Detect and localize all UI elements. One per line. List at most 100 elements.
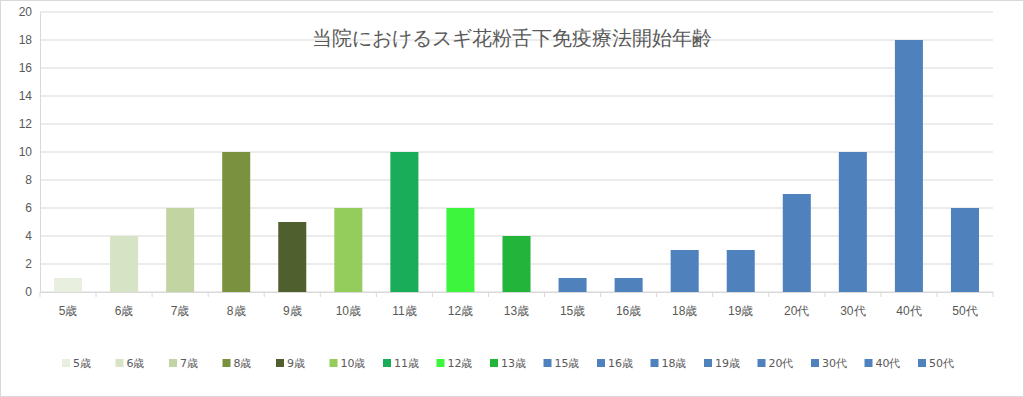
x-tick: 16歳 (616, 292, 641, 318)
x-tick-label: 50代 (952, 304, 977, 318)
legend-item: 9歳 (276, 357, 305, 370)
x-tick: 50代 (952, 292, 977, 318)
legend-label: 50代 (929, 357, 954, 370)
x-tick: 5歳 (59, 292, 78, 318)
x-separator (544, 292, 545, 297)
chart-title: 当院におけるスギ花粉舌下免疫療法開始年齢 (312, 26, 712, 50)
legend-item: 18歳 (651, 357, 687, 370)
bar (783, 194, 811, 292)
legend-swatch (544, 359, 552, 367)
x-separator (600, 292, 601, 297)
bar (671, 250, 699, 292)
x-axis: 5歳6歳7歳8歳9歳10歳11歳12歳13歳15歳16歳18歳19歳20代30代… (40, 292, 994, 318)
legend-label: 8歳 (234, 357, 252, 370)
y-tick-label: 10 (19, 145, 33, 159)
legend-label: 19歳 (715, 357, 740, 370)
x-tick: 7歳 (171, 292, 190, 318)
chart-frame (1, 1, 1024, 397)
x-separator (712, 292, 713, 297)
x-separator (152, 292, 153, 297)
x-separator (824, 292, 825, 297)
legend-label: 18歳 (662, 357, 687, 370)
x-tick-label: 18歳 (672, 304, 697, 318)
bar (334, 208, 362, 292)
y-axis-line (40, 13, 41, 293)
x-tick-label: 12歳 (448, 304, 473, 318)
x-axis-line (41, 292, 994, 293)
legend-item: 19歳 (704, 357, 740, 370)
legend-swatch (758, 359, 766, 367)
x-tick-label: 11歳 (392, 304, 416, 318)
x-tick: 8歳 (227, 292, 246, 318)
legend-item: 16歳 (597, 357, 633, 370)
legend-swatch (437, 359, 445, 367)
legend-swatch (116, 359, 124, 367)
plot: 0 2 4 6 8 10 12 14 16 18 20 5歳 6歳 7歳 8歳 9歳 10歳 11歳 12歳 13歳 1… (19, 5, 994, 317)
bar (615, 278, 643, 292)
y-tick: 4 (25, 229, 40, 243)
legend-label: 11歳 (394, 357, 419, 370)
x-tick: 30代 (840, 292, 865, 318)
legend-label: 40代 (876, 357, 901, 370)
legend: 5歳6歳7歳8歳9歳10歳11歳12歳13歳15歳16歳18歳19歳20代30代… (62, 357, 954, 370)
y-tick-label: 8 (25, 173, 32, 187)
grid-line (40, 96, 993, 97)
x-separator (96, 292, 97, 297)
x-tick: 40代 (896, 292, 921, 318)
x-tick-label: 9歳 (283, 304, 302, 318)
legend-label: 13歳 (501, 357, 526, 370)
legend-label: 5歳 (73, 357, 91, 370)
legend-item: 30代 (811, 357, 847, 370)
y-tick: 14 (19, 89, 40, 103)
y-tick: 6 (25, 201, 40, 215)
legend-label: 7歳 (180, 357, 198, 370)
x-tick: 9歳 (283, 292, 302, 318)
x-tick-label: 6歳 (115, 304, 134, 318)
legend-swatch (383, 359, 391, 367)
legend-label: 30代 (822, 357, 847, 370)
chart: 0 2 4 6 8 10 12 14 16 18 20 5歳 6歳 7歳 8歳 9歳 10歳 11歳 12歳 13歳 1… (0, 0, 1024, 397)
legend-swatch (704, 359, 712, 367)
legend-item: 40代 (865, 357, 901, 370)
bar (502, 236, 530, 292)
x-tick-label: 16歳 (616, 304, 641, 318)
legend-item: 8歳 (223, 357, 252, 370)
legend-item: 50代 (918, 357, 954, 370)
y-axis: 0 2 4 6 8 10 12 14 16 18 20 (19, 5, 41, 299)
x-tick-label: 7歳 (171, 304, 190, 318)
x-tick: 11歳 (392, 292, 416, 318)
x-tick-label: 5歳 (59, 304, 78, 318)
y-tick-label: 20 (19, 5, 33, 19)
y-tick: 12 (19, 117, 40, 131)
y-tick-label: 16 (19, 61, 33, 75)
x-tick-label: 40代 (896, 304, 921, 318)
y-tick: 8 (25, 173, 40, 187)
bar (559, 278, 587, 292)
x-tick-label: 10歳 (336, 304, 361, 318)
legend-swatch (811, 359, 819, 367)
legend-swatch (169, 359, 177, 367)
y-tick-label: 0 (25, 285, 32, 299)
y-tick-label: 14 (19, 89, 33, 103)
bar (839, 152, 867, 292)
x-tick: 12歳 (448, 292, 473, 318)
legend-label: 9歳 (287, 357, 305, 370)
x-separators (40, 292, 993, 297)
x-tick-label: 8歳 (227, 304, 246, 318)
y-tick: 10 (19, 145, 40, 159)
grid-line (40, 124, 993, 125)
legend-label: 16歳 (608, 357, 633, 370)
legend-item: 5歳 (62, 357, 91, 370)
legend-item: 7歳 (169, 357, 198, 370)
x-tick-label: 20代 (784, 304, 809, 318)
grid (40, 12, 993, 292)
x-tick: 18歳 (672, 292, 697, 318)
x-separator (936, 292, 937, 297)
y-tick-label: 18 (19, 33, 33, 47)
bars (54, 40, 979, 292)
x-separator (208, 292, 209, 297)
y-tick-label: 12 (19, 117, 33, 131)
y-tick-label: 2 (25, 257, 32, 271)
x-separator (264, 292, 265, 297)
x-tick-label: 13歳 (504, 304, 529, 318)
